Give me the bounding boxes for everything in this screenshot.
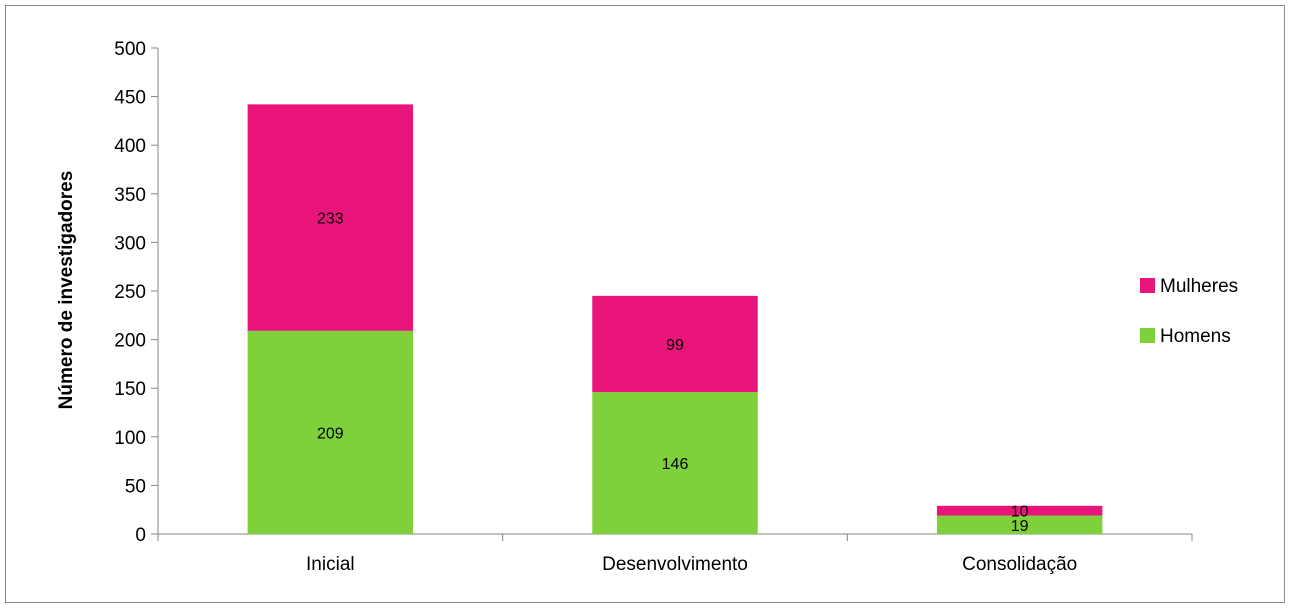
y-tick-label: 150 [114,379,146,400]
bar-mulheres-1 [247,104,414,331]
legend-label-mulheres: Mulheres [1160,276,1238,297]
x-tick-label: Desenvolvimento [602,554,748,575]
y-tick-label: 400 [114,136,146,157]
bar-homens-2 [592,392,758,534]
x-axis: Inicial Desenvolvimento Consolidação [157,533,1193,575]
data-label-homens-2: 146 [662,456,689,473]
data-label-mulheres-1: 233 [317,211,344,228]
y-tick-label: 350 [114,185,146,206]
y-tick-label: 250 [114,282,146,303]
y-axis: 0 50 100 150 200 250 300 350 400 450 500 [114,39,159,546]
y-tick-label: 300 [114,233,146,254]
y-axis-title: Número de investigadores [56,171,77,410]
y-tick-label: 50 [125,476,146,497]
legend-swatch-mulheres [1140,278,1155,293]
data-label-homens-1: 209 [317,425,344,442]
legend-swatch-homens [1140,328,1155,343]
y-tick-label: 450 [114,88,146,109]
data-label-mulheres-2: 99 [666,337,684,354]
y-tick-label: 0 [135,525,146,546]
legend: Mulheres Homens [1140,276,1238,347]
y-tick-label: 100 [114,428,146,449]
x-tick-label: Inicial [306,554,355,575]
data-label-homens-3: 19 [1011,518,1029,535]
data-label-mulheres-3: 10 [1011,504,1029,521]
legend-label-homens: Homens [1160,326,1231,347]
y-tick-label: 200 [114,331,146,352]
bars [247,104,1103,534]
y-tick-label: 500 [114,39,146,60]
bar-homens-3 [936,515,1103,534]
bar-mulheres-3 [936,505,1103,516]
bar-mulheres-2 [592,295,758,393]
x-tick-label: Consolidação [962,554,1077,575]
bar-homens-1 [247,330,414,534]
